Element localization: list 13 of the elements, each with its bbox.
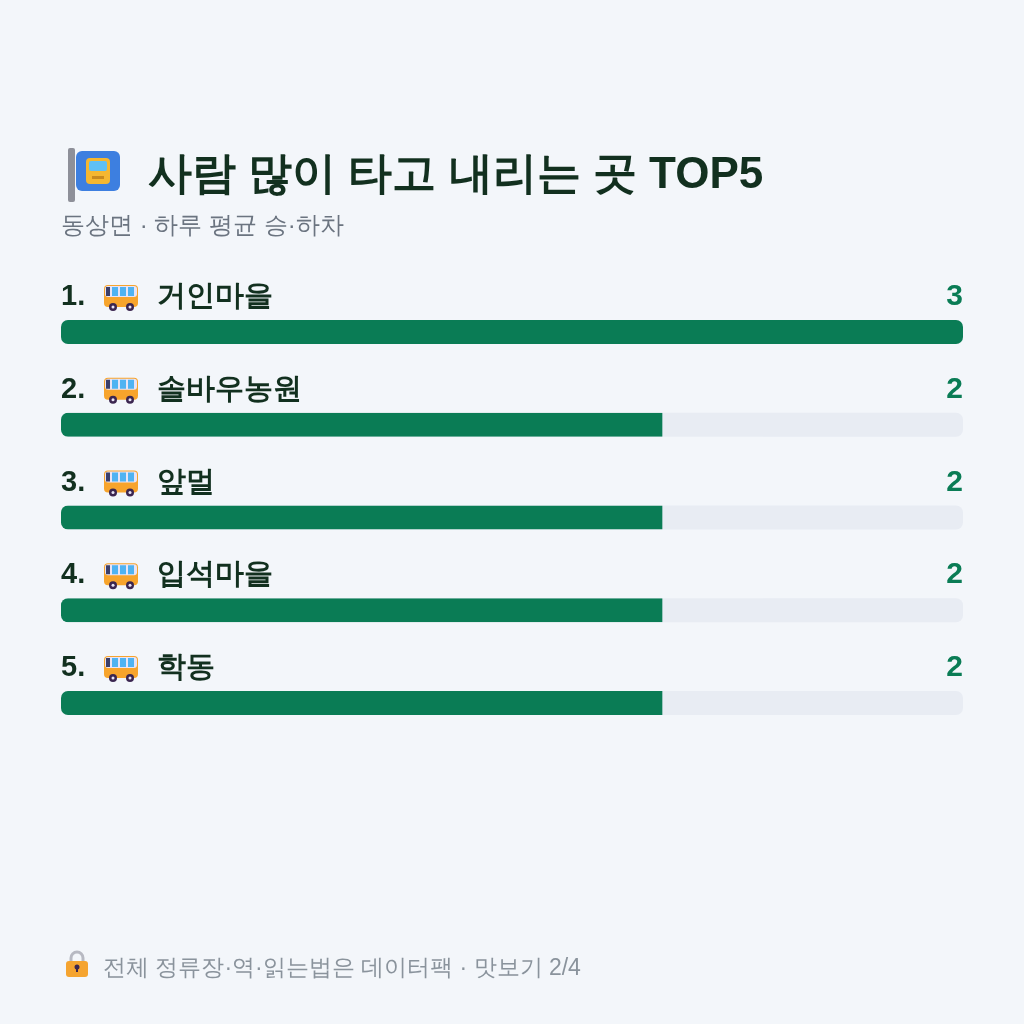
chart-title: 사람 많이 타고 내리는 곳 TOP5: [148, 148, 764, 197]
data-label: 2: [946, 463, 963, 497]
data-label: 3: [946, 278, 963, 311]
data-label: 2: [946, 370, 963, 404]
category-label: 5. 학동: [61, 650, 216, 682]
text: 전체 정류장·역·읽는법은 데이터팩 · 맛보기 2/4: [103, 954, 582, 980]
category-label: 3. 앞멀: [61, 464, 216, 497]
category-label: 4. 입석마을: [61, 557, 274, 590]
data-label: 2: [946, 556, 963, 590]
category-label: 1. 거인마을: [61, 279, 274, 311]
chart-subtitle: 동상면 · 하루 평균 승·하차: [61, 211, 344, 238]
data-label: 2: [946, 649, 963, 682]
category-label: 2. 솔바우농원: [61, 371, 303, 404]
